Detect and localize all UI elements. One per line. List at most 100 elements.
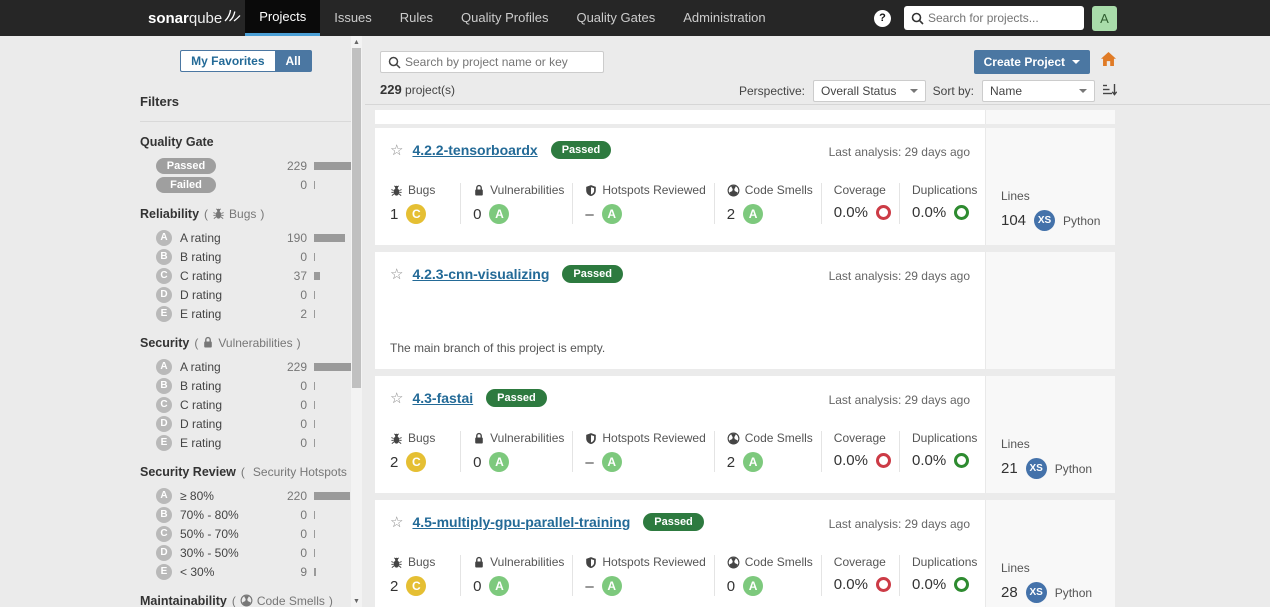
user-avatar[interactable]: A [1092, 5, 1117, 31]
projects-toolbar: Create Project 229 project(s) Perspectiv… [365, 36, 1270, 105]
project-search-box[interactable] [380, 51, 604, 73]
facet-paren-label: Security Hotspots [252, 464, 347, 479]
project-search-input[interactable] [405, 55, 603, 69]
hotspots-count[interactable]: – [585, 205, 594, 223]
logo-wave-icon [224, 9, 241, 22]
nav-administration[interactable]: Administration [683, 10, 766, 25]
vulnerabilities-count[interactable]: 0 [473, 577, 482, 595]
chevron-down-icon [910, 89, 918, 93]
scroll-up-arrow[interactable]: ▲ [353, 38, 360, 46]
facet-maintainability: Maintainability ( Code Smells ) [140, 593, 352, 607]
sidebar-scrollbar[interactable]: ▲ ▼ [351, 36, 362, 607]
nav-issues[interactable]: Issues [334, 10, 372, 25]
filter-row-rating[interactable]: C 50% - 70% 0 [140, 524, 352, 543]
nav-rules[interactable]: Rules [399, 10, 434, 25]
favorite-star-icon[interactable]: ☆ [390, 265, 404, 283]
scroll-down-arrow[interactable]: ▼ [353, 597, 360, 605]
facet-security-review: Security Review ( Security Hotspots ) A≥… [140, 464, 355, 581]
filter-row-rating[interactable]: E < 30% 9 [140, 562, 352, 581]
bugs-count[interactable]: 1 [390, 205, 399, 223]
bugs-count[interactable]: 2 [390, 453, 399, 471]
paren-close: ) [296, 335, 301, 350]
sort-direction-icon[interactable] [1102, 82, 1118, 100]
coverage-value[interactable]: 0.0% [833, 204, 868, 221]
metric-duplications: Duplications 0.0% [912, 431, 978, 469]
favorite-star-icon[interactable]: ☆ [390, 141, 404, 159]
bugs-count[interactable]: 2 [390, 577, 399, 595]
duplications-value[interactable]: 0.0% [912, 204, 947, 221]
project-link[interactable]: 4.2.2-tensorboardx [412, 142, 538, 158]
metric-hotspots: Hotspots Reviewed – A [585, 555, 715, 596]
logo-text-qube: qube [188, 9, 223, 27]
code-smells-count[interactable]: 0 [726, 577, 736, 595]
code-smells-count[interactable]: 2 [726, 205, 736, 223]
filter-row-rating[interactable]: B 70% - 80% 0 [140, 505, 352, 524]
lines-panel: Lines 28 XS Python [985, 500, 1115, 607]
sort-select[interactable]: Name [982, 80, 1095, 102]
favorite-star-icon[interactable]: ☆ [390, 513, 404, 531]
help-icon[interactable]: ? [874, 9, 891, 27]
language-label: Python [1054, 461, 1093, 476]
vulnerabilities-count[interactable]: 0 [473, 453, 482, 471]
metric-hotspots: Hotspots Reviewed – A [585, 183, 715, 224]
project-link[interactable]: 4.5-multiply-gpu-parallel-training [412, 514, 631, 530]
filters-sidebar: My Favorites All Filters Quality Gate Pa… [0, 36, 365, 607]
partial-project-card [375, 110, 1117, 124]
my-favorites-button[interactable]: My Favorites [180, 50, 275, 72]
lock-icon [475, 432, 483, 443]
vulnerabilities-count[interactable]: 0 [473, 205, 482, 223]
global-search-box[interactable] [904, 6, 1084, 30]
filter-row-rating[interactable]: A ≥ 80% 220 [140, 486, 352, 505]
metric-coverage: Coverage 0.0% [834, 555, 900, 596]
sonarqube-logo[interactable]: sonar qube [148, 0, 241, 36]
favorite-star-icon[interactable]: ☆ [390, 389, 404, 407]
shield-icon [586, 432, 597, 444]
global-search-input[interactable] [928, 11, 1084, 25]
filter-row-failed[interactable]: Failed 0 [140, 175, 352, 194]
empty-branch-message: The main branch of this project is empty… [390, 341, 606, 355]
code-smells-count[interactable]: 2 [726, 453, 736, 471]
scrollbar-thumb[interactable] [352, 48, 361, 388]
nav-projects[interactable]: Projects [245, 0, 321, 36]
project-count-number: 229 [380, 82, 402, 97]
paren-open: ( [204, 206, 209, 221]
hotspots-count[interactable]: – [585, 577, 594, 595]
status-badge: Passed [486, 389, 547, 407]
perspective-select[interactable]: Overall Status [813, 80, 926, 102]
duplications-value[interactable]: 0.0% [912, 576, 947, 593]
all-button[interactable]: All [274, 50, 312, 72]
coverage-value[interactable]: 0.0% [833, 576, 868, 593]
project-link[interactable]: 4.3-fastai [412, 390, 474, 406]
create-project-button[interactable]: Create Project [973, 50, 1090, 74]
duplications-value[interactable]: 0.0% [912, 452, 947, 469]
home-icon[interactable] [1100, 51, 1117, 70]
help-glyph: ? [879, 12, 886, 24]
coverage-ring-icon [876, 453, 891, 468]
hotspots-count[interactable]: – [585, 453, 594, 471]
nav-quality-gates[interactable]: Quality Gates [576, 10, 656, 25]
filter-row-passed[interactable]: Passed 229 [140, 156, 352, 175]
rating-circle: D [156, 286, 172, 303]
nav-quality-profiles[interactable]: Quality Profiles [461, 10, 549, 25]
bug-icon [213, 208, 224, 219]
project-link[interactable]: 4.2.3-cnn-visualizing [412, 266, 550, 282]
filter-row-rating[interactable]: D 30% - 50% 0 [140, 543, 352, 562]
facet-title: Security Review [140, 464, 236, 479]
rating-circle: C [156, 525, 172, 542]
coverage-value[interactable]: 0.0% [833, 452, 868, 469]
lines-count: 21 [1001, 460, 1018, 477]
facet-title: Quality Gate [140, 134, 214, 149]
